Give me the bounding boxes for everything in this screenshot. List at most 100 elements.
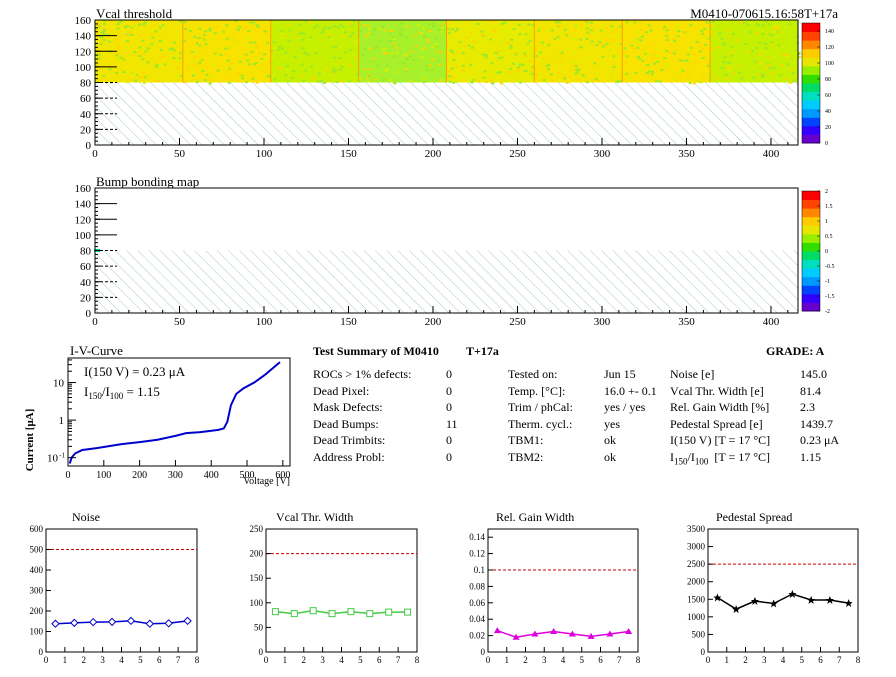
pixel-speckle xyxy=(307,38,311,41)
pixel-speckle xyxy=(144,50,148,53)
pixel-speckle xyxy=(764,47,768,50)
iv-note2: I150/I100 = 1.15 xyxy=(84,384,160,401)
pixel-speckle xyxy=(258,51,262,54)
pixel-speckle xyxy=(486,20,490,23)
roc-block xyxy=(446,20,535,83)
mini-x-tick-label: 2 xyxy=(523,655,528,665)
mini-x-tick-label: 0 xyxy=(44,655,49,665)
pixel-speckle xyxy=(393,71,397,74)
pixel-speckle xyxy=(264,22,268,25)
pixel-speckle xyxy=(153,80,157,83)
summary-label: TBM2: xyxy=(508,450,544,464)
summary-title-text: Test Summary of M0410 xyxy=(313,344,439,358)
pixel-speckle xyxy=(574,72,578,75)
colorbar-cell xyxy=(802,293,820,303)
pixel-speckle xyxy=(676,72,680,75)
pixel-speckle xyxy=(99,43,103,46)
pixel-speckle xyxy=(348,35,352,38)
pixel-speckle xyxy=(123,26,127,29)
pixel-speckle xyxy=(115,71,119,74)
pixel-speckle xyxy=(262,53,266,56)
y-tick-label: 40 xyxy=(80,277,92,289)
pixel-speckle xyxy=(210,38,214,41)
pixel-speckle xyxy=(751,49,755,52)
colorbar-cell xyxy=(802,225,820,235)
pixel-speckle xyxy=(176,67,180,70)
pixel-speckle xyxy=(693,62,697,65)
pixel-speckle xyxy=(320,31,324,34)
pixel-speckle xyxy=(260,62,264,65)
pixel-speckle xyxy=(484,54,488,57)
pixel-speckle xyxy=(306,53,310,56)
pixel-speckle xyxy=(630,44,634,47)
mini-point xyxy=(366,610,374,618)
mini-point xyxy=(145,619,155,628)
map2-colorbar: -2 -1.5 -1 -0.5 0 0.5 1 1.5 2 xyxy=(801,189,835,315)
pixel-speckle xyxy=(611,75,615,78)
pixel-speckle xyxy=(702,56,706,59)
pixel-speckle xyxy=(599,42,603,45)
pixel-speckle xyxy=(350,24,354,27)
pixel-speckle xyxy=(524,33,528,36)
pixel-speckle xyxy=(782,54,786,57)
pixel-speckle xyxy=(471,46,475,49)
pixel-speckle xyxy=(594,78,598,81)
pixel-speckle xyxy=(610,39,614,42)
pixel-speckle xyxy=(650,73,654,76)
pixel-speckle xyxy=(160,49,164,52)
pixel-speckle xyxy=(338,45,342,48)
pixel-speckle xyxy=(288,78,292,81)
mini-title: Pedestal Spread xyxy=(716,510,792,524)
pixel-speckle xyxy=(389,29,393,32)
mini-point xyxy=(531,630,539,637)
x-tick-label: 150 xyxy=(340,148,357,160)
pixel-speckle xyxy=(254,55,258,58)
pixel-speckle xyxy=(588,43,592,46)
pixel-speckle xyxy=(728,62,732,65)
pixel-speckle xyxy=(732,72,736,75)
colorbar-label: 1.5 xyxy=(825,204,833,210)
pixel-speckle xyxy=(212,26,216,29)
summary-label: Dead Bumps: xyxy=(313,416,379,431)
pixel-speckle xyxy=(246,44,250,47)
pixel-speckle xyxy=(597,64,601,67)
pixel-speckle xyxy=(355,73,359,76)
pixel-speckle xyxy=(213,52,217,55)
pixel-speckle xyxy=(477,79,481,82)
colorbar-cell xyxy=(802,65,820,75)
pixel-speckle xyxy=(535,73,539,76)
iv-note2-sub150: 150 xyxy=(88,391,102,401)
pixel-speckle xyxy=(138,34,142,37)
pixel-speckle xyxy=(411,50,415,53)
pixel-speckle xyxy=(591,32,595,35)
pixel-speckle xyxy=(560,51,564,54)
mini-title: Vcal Thr. Width xyxy=(276,510,353,524)
pixel-speckle xyxy=(131,54,135,57)
pixel-speckle xyxy=(341,25,345,28)
mini-point xyxy=(164,619,173,628)
pixel-speckle xyxy=(695,33,699,36)
map1-colorbar: 0 20 40 60 80 100 120 140 xyxy=(801,22,834,147)
pixel-speckle xyxy=(539,51,543,54)
mini-y-tick-label: 0 xyxy=(481,647,486,657)
pixel-speckle xyxy=(99,78,103,81)
pixel-speckle xyxy=(572,60,576,63)
pixel-speckle xyxy=(390,46,394,49)
pixel-speckle xyxy=(125,40,129,43)
pixel-speckle xyxy=(640,35,644,38)
pixel-speckle xyxy=(339,23,343,26)
pixel-speckle xyxy=(585,81,589,84)
pixel-speckle xyxy=(143,21,147,24)
pixel-speckle xyxy=(498,71,502,74)
mini-title: Noise xyxy=(72,510,100,524)
y-tick-label: 80 xyxy=(80,78,92,90)
pixel-speckle xyxy=(510,38,514,41)
pixel-speckle xyxy=(730,45,734,48)
pixel-speckle xyxy=(300,63,304,66)
ratio-sub100: 100 xyxy=(694,456,709,467)
summary-label: Dead Trimbits: xyxy=(313,433,386,448)
pixel-speckle xyxy=(764,42,768,45)
pixel-speckle xyxy=(313,61,317,64)
pixel-speckle xyxy=(139,47,143,50)
